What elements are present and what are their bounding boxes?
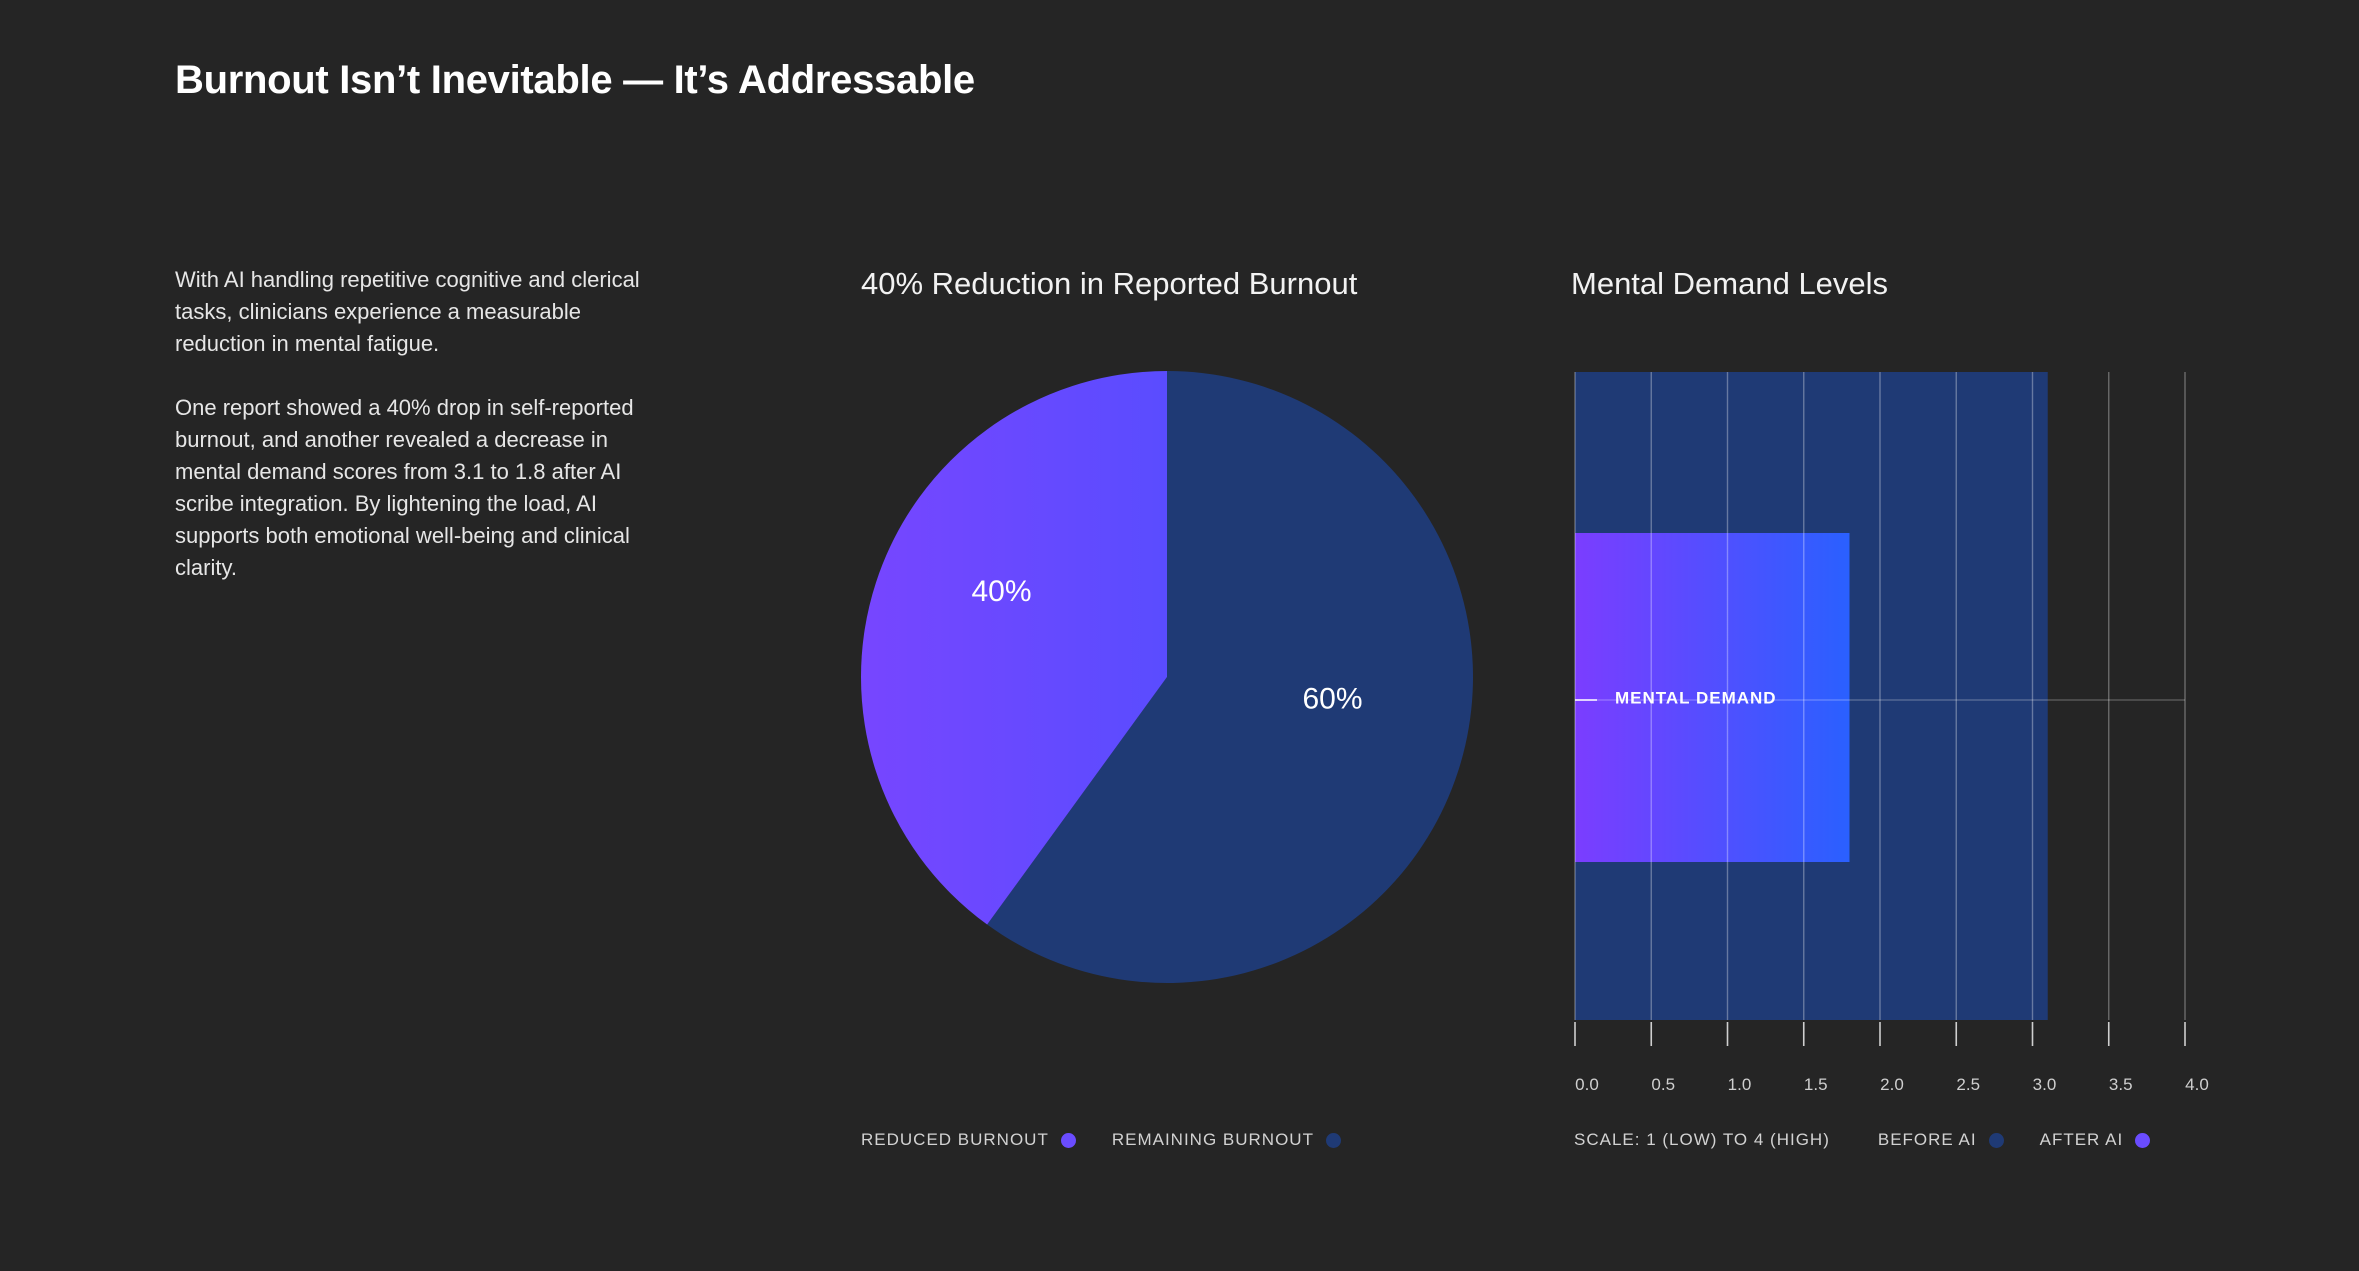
bar-tick-label: 4.0 bbox=[2185, 1075, 2209, 1094]
legend-after-label: AFTER AI bbox=[2039, 1130, 2124, 1149]
legend-after-dot bbox=[2135, 1132, 2151, 1148]
bar-chart: 0.0 0.5 1.0 1.5 2.0 2.5 3.0 3.5 4.0 MENTAL DEMAND bbox=[1574, 372, 2209, 1094]
pie-slice-remaining-burnout bbox=[987, 371, 1474, 983]
legend-remaining-burnout: REMAINING BURNOUT bbox=[1112, 1130, 1341, 1150]
pie-chart: 60% 40% bbox=[861, 371, 1474, 983]
bar-chart-title: Mental Demand Levels bbox=[1571, 266, 1889, 301]
legend-reduced-label: REDUCED BURNOUT bbox=[861, 1130, 1049, 1149]
legend-reduced-burnout: REDUCED BURNOUT bbox=[861, 1130, 1076, 1150]
bar-tick-label: 3.0 bbox=[2033, 1075, 2057, 1094]
bar-after-ai bbox=[1575, 533, 1850, 862]
scale-note: SCALE: 1 (LOW) TO 4 (HIGH) bbox=[1574, 1130, 1830, 1149]
pie-slice-reduced-burnout bbox=[861, 371, 1167, 925]
bar-tick-label: 2.5 bbox=[1956, 1075, 1980, 1094]
bar-tick-label: 0.0 bbox=[1575, 1075, 1599, 1094]
description-text: With AI handling repetitive cognitive an… bbox=[175, 264, 655, 616]
pie-label-reduced-burnout: 40% bbox=[971, 575, 1031, 608]
bar-tick-label: 3.5 bbox=[2109, 1075, 2133, 1094]
legend-after-ai: AFTER AI bbox=[2040, 1130, 2151, 1150]
bar-category-label: MENTAL DEMAND bbox=[1615, 688, 1777, 707]
legend-remaining-label: REMAINING BURNOUT bbox=[1111, 1130, 1314, 1149]
bar-tick-label: 0.5 bbox=[1651, 1075, 1675, 1094]
legend-before-ai: BEFORE AI bbox=[1878, 1130, 2004, 1150]
legend-reduced-dot bbox=[1060, 1132, 1076, 1148]
description-paragraph-1: With AI handling repetitive cognitive an… bbox=[175, 267, 640, 356]
bar-tick-label: 1.0 bbox=[1728, 1075, 1752, 1094]
bar-tick-label: 2.0 bbox=[1880, 1075, 1904, 1094]
legend-remaining-dot bbox=[1325, 1132, 1341, 1148]
description-paragraph-2: One report showed a 40% drop in self-rep… bbox=[175, 395, 634, 580]
page-title: Burnout Isn’t Inevitable — It’s Addressa… bbox=[175, 58, 975, 102]
pie-label-remaining-burnout: 60% bbox=[1302, 683, 1362, 716]
legend-before-dot bbox=[1988, 1132, 2004, 1148]
legend-before-label: BEFORE AI bbox=[1877, 1130, 1977, 1149]
bar-tick-label: 1.5 bbox=[1804, 1075, 1828, 1094]
bar-legend: SCALE: 1 (LOW) TO 4 (HIGH) BEFORE AI AFT… bbox=[1574, 1130, 2186, 1150]
pie-chart-title: 40% Reduction in Reported Burnout bbox=[861, 266, 1358, 301]
pie-legend: REDUCED BURNOUT REMAINING BURNOUT bbox=[861, 1130, 1377, 1150]
